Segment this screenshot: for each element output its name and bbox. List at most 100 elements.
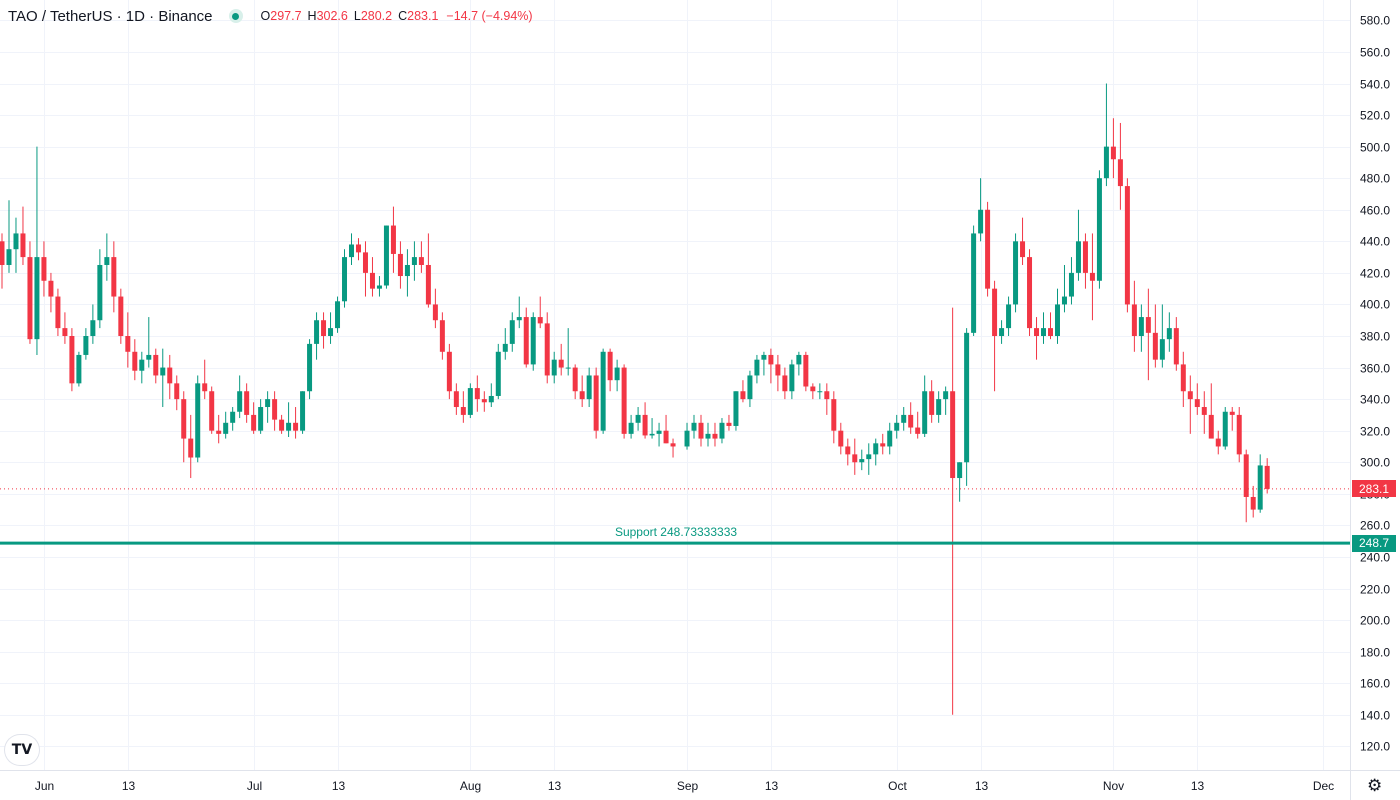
candle-up xyxy=(349,233,354,265)
x-tick-label: Jun xyxy=(35,779,54,793)
x-tick-label: Nov xyxy=(1103,779,1124,793)
candle-down xyxy=(272,391,278,431)
candle-body xyxy=(321,320,327,337)
candle-body xyxy=(195,383,201,458)
candle-body xyxy=(362,252,368,273)
candle-body xyxy=(509,320,515,344)
candle-down xyxy=(439,312,445,360)
candle-down xyxy=(111,241,117,313)
candle-down xyxy=(369,257,375,297)
candle-body xyxy=(111,257,117,297)
candle-down xyxy=(425,233,431,308)
candle-body xyxy=(481,399,487,403)
candle-body xyxy=(649,433,655,436)
candle-down xyxy=(446,343,452,400)
high-label: H xyxy=(307,9,317,23)
candle-up xyxy=(502,328,508,360)
candle-down xyxy=(740,380,746,403)
candle-down xyxy=(782,367,788,400)
tradingview-logo-icon[interactable]: TV xyxy=(5,735,39,765)
candle-body xyxy=(223,422,229,434)
candle-body xyxy=(999,328,1005,337)
x-tick-label: 13 xyxy=(1191,779,1205,793)
candle-body xyxy=(1243,454,1249,497)
candle-down xyxy=(1110,118,1116,179)
candle-down xyxy=(838,422,844,455)
candle-up xyxy=(258,399,264,434)
candle-up xyxy=(635,407,641,431)
candle-body xyxy=(880,443,886,447)
candle-body xyxy=(1131,304,1137,337)
candle-down xyxy=(621,364,627,439)
candle-up xyxy=(1159,304,1165,368)
y-tick-label: 240.0 xyxy=(1360,551,1390,565)
candle-body xyxy=(307,343,313,392)
candle-down xyxy=(188,414,194,479)
candle-down xyxy=(1089,233,1095,321)
candle-body xyxy=(544,323,550,376)
market-status-icon[interactable] xyxy=(228,9,243,23)
candle-body xyxy=(915,427,921,434)
candle-down xyxy=(845,438,851,466)
candle-body xyxy=(1048,328,1053,337)
candle-down xyxy=(698,414,704,447)
candle-up xyxy=(1068,257,1074,305)
candle-body xyxy=(300,391,306,431)
candle-down xyxy=(118,288,124,344)
candle-body xyxy=(62,328,68,337)
candle-down xyxy=(390,206,396,273)
candle-body xyxy=(733,391,739,426)
candle-down xyxy=(852,438,858,475)
candle-body xyxy=(1124,186,1130,305)
candle-body xyxy=(453,391,459,408)
candle-body xyxy=(1068,272,1074,297)
candle-body xyxy=(495,351,501,396)
candle-body xyxy=(237,391,243,412)
x-tick-label: 13 xyxy=(122,779,136,793)
candle-body xyxy=(390,225,396,254)
candle-body xyxy=(705,433,711,439)
y-tick-label: 560.0 xyxy=(1360,46,1390,60)
candle-down xyxy=(929,380,935,423)
candle-down xyxy=(55,288,61,337)
candle-up xyxy=(873,438,879,466)
symbol-title[interactable]: TAO / TetherUS · 1D · Binance xyxy=(8,7,213,25)
candle-up xyxy=(230,407,236,431)
candle-body xyxy=(349,244,354,258)
candle-body xyxy=(1138,317,1144,337)
candle-down xyxy=(537,296,543,329)
open-value: 297.7 xyxy=(270,9,302,23)
candle-body xyxy=(488,395,494,403)
candle-body xyxy=(411,257,417,265)
candle-body xyxy=(355,244,361,253)
candle-down xyxy=(523,307,529,368)
candle-body xyxy=(27,257,33,340)
candle-body xyxy=(621,367,627,434)
candle-body xyxy=(1194,399,1200,408)
candle-body xyxy=(188,438,194,458)
candle-up xyxy=(719,418,725,444)
candle-body xyxy=(48,280,54,297)
candle-up xyxy=(516,296,522,329)
candle-body xyxy=(83,336,89,355)
candle-body xyxy=(1034,328,1040,337)
last-price-tag: 283.1 xyxy=(1352,480,1396,498)
candle-down xyxy=(1236,407,1242,463)
y-tick-label: 300.0 xyxy=(1360,456,1390,470)
candle-up xyxy=(411,241,417,281)
candle-body xyxy=(1013,241,1019,305)
candle-up xyxy=(978,178,984,242)
gear-icon[interactable]: ⚙ xyxy=(1367,776,1383,795)
candle-body xyxy=(1236,414,1242,455)
candle-up xyxy=(13,217,19,273)
candle-body xyxy=(286,422,292,431)
candle-down xyxy=(362,241,368,297)
candle-down xyxy=(132,339,138,381)
y-tick-label: 340.0 xyxy=(1360,393,1390,407)
candle-body xyxy=(922,391,928,434)
candle-up xyxy=(999,320,1005,344)
candle-body xyxy=(216,430,222,434)
candle-down xyxy=(1082,233,1088,289)
candle-up xyxy=(754,354,760,384)
